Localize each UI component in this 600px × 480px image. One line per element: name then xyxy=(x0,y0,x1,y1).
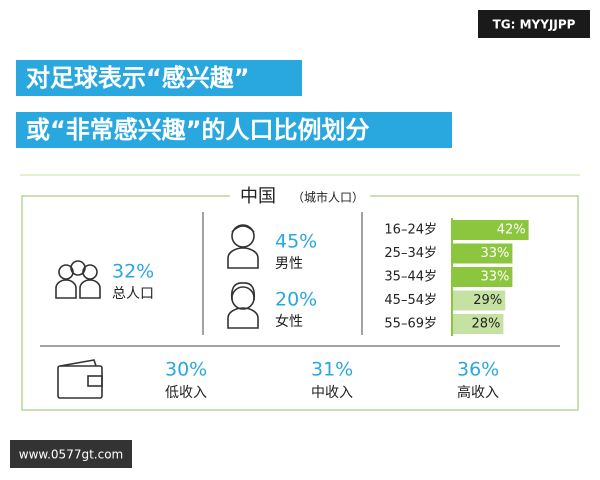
female-icon xyxy=(227,282,259,329)
title-line: 或“非常感兴趣”的人口比例划分 xyxy=(26,116,370,144)
gender-value: 45% xyxy=(275,231,317,253)
bar xyxy=(453,314,504,334)
panel-heading: 中国 xyxy=(240,186,276,207)
bar xyxy=(453,220,529,240)
age-label: 25–34岁 xyxy=(384,246,437,261)
age-label: 55–69岁 xyxy=(384,317,437,332)
total-label: 总人口 xyxy=(112,286,154,302)
heading-bg xyxy=(230,184,370,208)
panel-subheading: （城市人口） xyxy=(292,190,364,205)
bar-label: 29% xyxy=(473,293,502,308)
watermark-box xyxy=(10,440,132,468)
age-label: 45–54岁 xyxy=(384,293,437,308)
tag-box xyxy=(478,10,590,38)
gender-label: 男性 xyxy=(275,256,303,272)
bar-label: 28% xyxy=(471,317,500,332)
bar-label: 33% xyxy=(480,270,509,285)
income-value: 31% xyxy=(311,359,353,381)
income-label: 中收入 xyxy=(311,385,353,401)
income-value: 36% xyxy=(457,359,499,381)
income-label: 低收入 xyxy=(165,385,207,401)
watermark: www.0577gt.com xyxy=(19,448,123,462)
title-bg xyxy=(16,112,452,148)
wallet-icon xyxy=(57,359,103,399)
bar-label: 33% xyxy=(480,246,509,261)
income-label: 高收入 xyxy=(457,384,499,401)
total-value: 32% xyxy=(112,261,154,283)
title-line: 对足球表示“感兴趣” xyxy=(26,64,250,92)
bar-label: 42% xyxy=(497,223,526,238)
income-value: 30% xyxy=(165,359,207,381)
age-label: 35–44岁 xyxy=(384,270,437,285)
bar xyxy=(453,267,513,287)
tag: TG: MYYJJPP xyxy=(493,18,576,32)
people-icon xyxy=(55,260,101,299)
gender-value: 20% xyxy=(275,289,317,311)
age-label: 16–24岁 xyxy=(384,223,437,238)
male-icon xyxy=(227,224,259,269)
title-bg xyxy=(16,60,302,96)
gender-label: 女性 xyxy=(275,313,303,330)
bar xyxy=(453,243,513,264)
bar xyxy=(453,290,506,311)
